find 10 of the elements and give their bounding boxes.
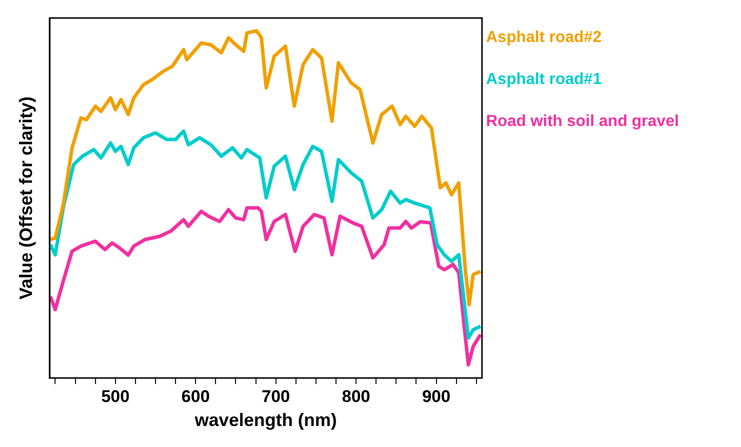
y-axis-title: Value (Offset for clarity) [16,96,36,300]
x-tick-label: 800 [342,386,370,406]
text: Asphalt road#2 [486,28,603,48]
text: Asphalt road#1 [486,70,603,90]
x-tick-label: 700 [262,386,290,406]
x-axis-title: wavelength (nm) [194,410,337,430]
x-tick-label: 500 [101,386,130,406]
x-tick-label: 600 [181,386,210,406]
x-tick-label: 900 [422,386,450,406]
text: Road with soil and gravel [486,112,679,132]
